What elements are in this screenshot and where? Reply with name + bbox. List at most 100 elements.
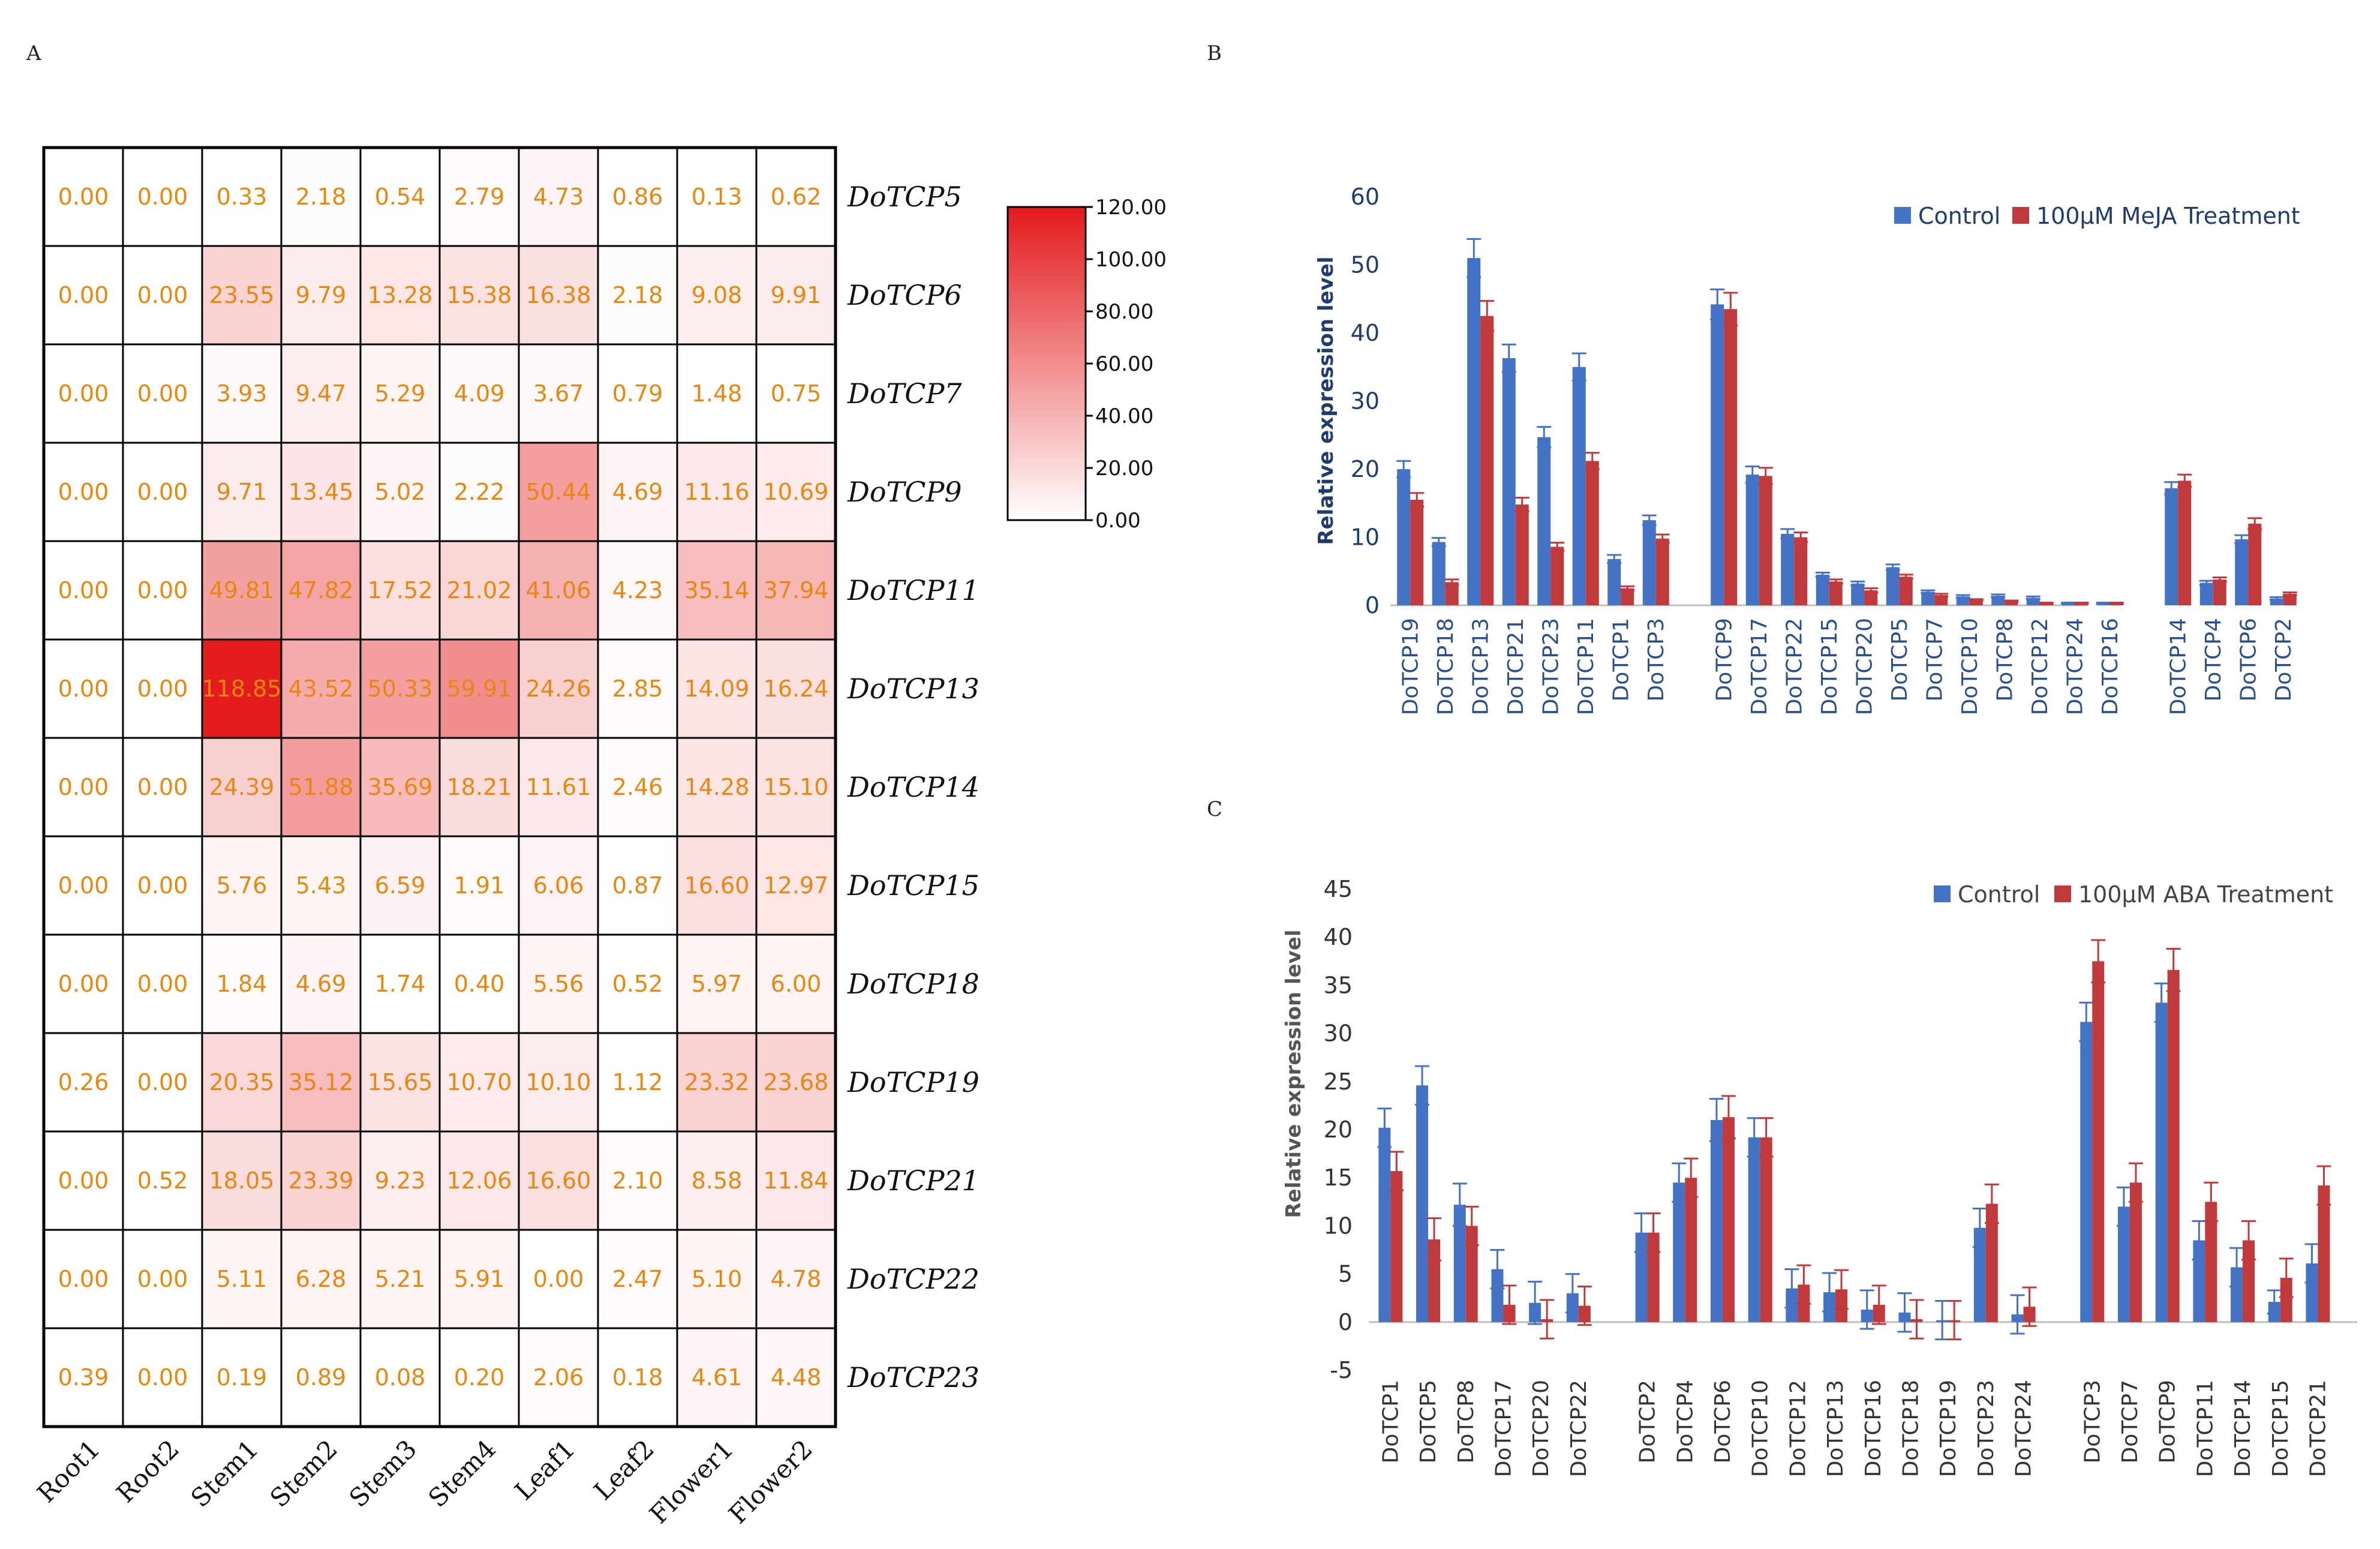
control-bar (1851, 583, 1865, 605)
control-bar (1416, 1085, 1429, 1322)
heatmap-value: 0.00 (137, 282, 188, 308)
y-tick-label: 25 (1324, 1068, 1353, 1095)
heatmap-value: 118.85 (202, 676, 282, 702)
heatmap-value: 6.59 (375, 872, 426, 899)
heatmap-cell (676, 1327, 758, 1428)
heatmap-column-label: Stem3 (344, 1434, 423, 1513)
treatment-bar (1985, 1203, 1998, 1322)
y-tick-label: 0 (1365, 592, 1380, 619)
heatmap-value: 2.46 (612, 774, 663, 800)
control-bar (2270, 598, 2283, 605)
control-bar (1673, 1182, 1685, 1322)
heatmap-row-label: DoTCP9 (847, 476, 962, 508)
control-bar (2165, 488, 2178, 605)
treatment-bar (2318, 1185, 2330, 1322)
heatmap-value: 0.00 (58, 872, 109, 899)
category-label: DoTCP3 (2080, 1380, 2105, 1463)
treatment-bar (1864, 590, 1878, 605)
heatmap-cell (518, 1032, 599, 1133)
heatmap-cell (597, 1327, 678, 1428)
heatmap-cell (438, 146, 520, 247)
colorbar-tick-label: 60.00 (1095, 352, 1153, 376)
treatment-bar (1647, 1232, 1660, 1322)
heatmap-value: 0.00 (58, 1266, 109, 1292)
control-bar (2080, 1022, 2093, 1322)
heatmap-cell (43, 737, 124, 837)
heatmap-value: 2.85 (612, 676, 663, 702)
heatmap-value: 51.88 (289, 774, 354, 800)
category-label: DoTCP20 (1529, 1380, 1553, 1477)
control-bar (2155, 1002, 2168, 1322)
y-tick-label: 0 (1338, 1309, 1353, 1335)
heatmap-value: 0.62 (771, 184, 822, 210)
heatmap-value: 9.47 (296, 380, 347, 407)
heatmap-cell (518, 343, 599, 444)
heatmap-value: 3.93 (217, 380, 268, 407)
heatmap-value: 0.00 (58, 1167, 109, 1194)
heatmap-value: 13.45 (289, 479, 354, 505)
heatmap-cell (201, 343, 283, 444)
heatmap-cell (43, 146, 124, 247)
treatment-bar (1724, 309, 1738, 605)
heatmap-cell (359, 1032, 441, 1133)
heatmap-cell (280, 1327, 362, 1428)
panel-a: 0.00 0.00 0.33 2.18 0.54 2.79 4.73 0.86 0.13 0.62… (31, 146, 1167, 1529)
heatmap-value: 0.79 (612, 380, 663, 407)
heatmap-cell (201, 638, 283, 739)
control-bar (2199, 583, 2213, 605)
category-label: DoTCP24 (2012, 1380, 2036, 1477)
heatmap-value: 9.08 (692, 282, 743, 308)
heatmap-cell (359, 1229, 441, 1329)
control-bar (1537, 437, 1551, 605)
heatmap-value: 5.43 (296, 872, 347, 899)
heatmap-cell (280, 737, 362, 837)
legend-label-control: Control (1918, 203, 2000, 229)
heatmap-value: 4.69 (612, 479, 663, 505)
heatmap-row-label: DoTCP19 (847, 1066, 979, 1098)
heatmap-value: 4.69 (296, 971, 347, 997)
category-label: DoTCP2 (1636, 1380, 1660, 1463)
category-label: DoTCP6 (2236, 618, 2261, 701)
y-tick-label: 20 (1351, 456, 1380, 482)
heatmap-cell (518, 540, 599, 641)
category-label: DoTCP20 (1852, 618, 1877, 715)
category-label: DoTCP2 (2271, 618, 2296, 701)
heatmap-value: 0.00 (137, 184, 188, 210)
y-tick-label: 20 (1324, 1116, 1353, 1143)
panel-c: -5 0 5 10 15 20 25 30 35 40 45 Relative expression … (1282, 876, 2357, 1477)
control-bar (1711, 304, 1724, 605)
y-tick-label: 45 (1324, 876, 1353, 902)
heatmap-value: 0.86 (612, 184, 663, 210)
heatmap-row-label: DoTCP7 (847, 377, 962, 410)
treatment-bar (1550, 547, 1564, 605)
colorbar-tick-label: 40.00 (1095, 404, 1153, 428)
heatmap-cell (676, 638, 758, 739)
heatmap-value: 9.91 (771, 282, 822, 308)
heatmap-value: 47.82 (289, 577, 354, 604)
heatmap-value: 1.48 (692, 380, 743, 407)
heatmap-cell (438, 540, 520, 641)
heatmap-cell (597, 245, 678, 346)
heatmap-cell (201, 1130, 283, 1231)
heatmap-cell (597, 933, 678, 1034)
heatmap-cell (755, 1229, 837, 1329)
heatmap-cell (43, 343, 124, 444)
treatment-bar (1410, 500, 1424, 605)
heatmap-cell (280, 638, 362, 739)
category-label: DoTCP16 (1861, 1380, 1886, 1477)
treatment-bar (2005, 601, 2018, 605)
heatmap-value: 0.19 (217, 1364, 268, 1391)
heatmap-value: 14.28 (684, 774, 750, 800)
y-tick-label: 40 (1351, 320, 1380, 346)
category-label: DoTCP4 (2201, 618, 2226, 701)
legend-label-treatment: 100μM MeJA Treatment (2036, 203, 2300, 229)
y-tick-label: -5 (1330, 1357, 1353, 1383)
heatmap-value: 0.00 (137, 479, 188, 505)
category-label: DoTCP16 (2098, 618, 2123, 715)
treatment-bar (1760, 1137, 1772, 1322)
heatmap-border (42, 146, 837, 1428)
category-label: DoTCP19 (1398, 618, 1423, 715)
heatmap-value: 16.24 (764, 676, 829, 702)
heatmap-cell (280, 245, 362, 346)
treatment-bar (1794, 537, 1808, 605)
